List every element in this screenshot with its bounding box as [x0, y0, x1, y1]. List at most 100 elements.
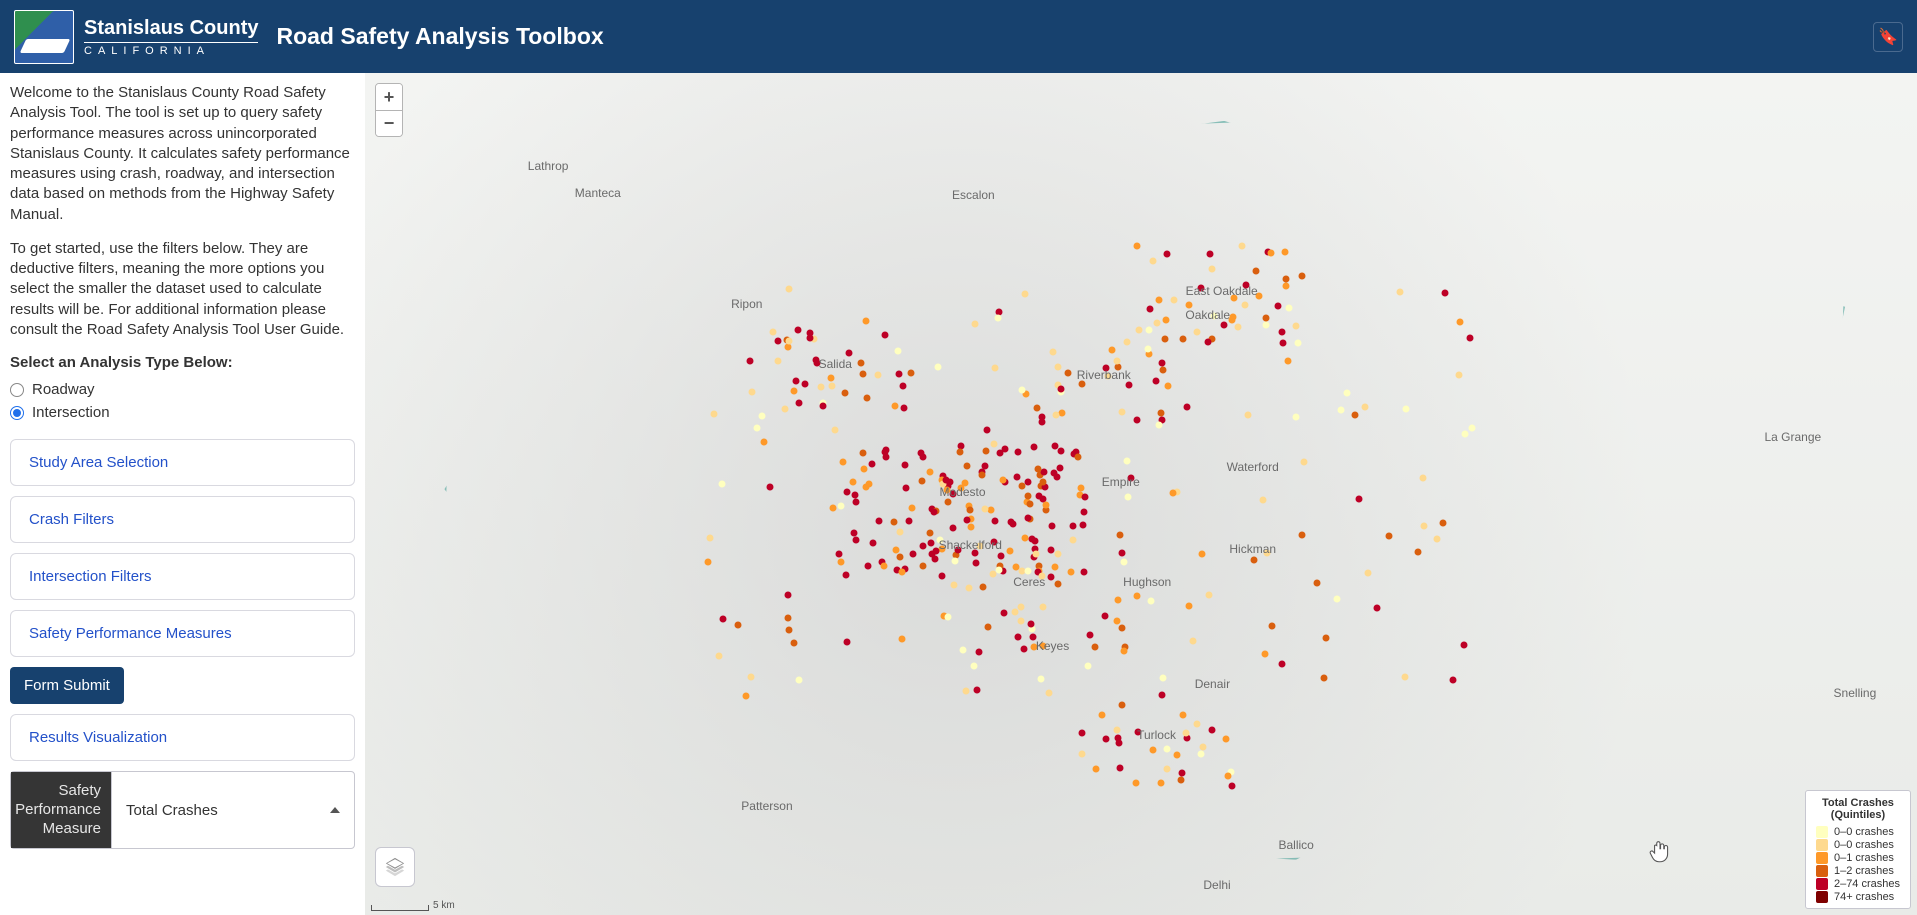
crash-dot[interactable]: [749, 389, 756, 396]
crash-dot[interactable]: [844, 639, 851, 646]
crash-dot[interactable]: [720, 615, 727, 622]
crash-dot[interactable]: [801, 381, 808, 388]
crash-dot[interactable]: [1343, 390, 1350, 397]
crash-dot[interactable]: [1163, 317, 1170, 324]
crash-dot[interactable]: [862, 318, 869, 325]
crash-dot[interactable]: [1027, 501, 1034, 508]
crash-dot[interactable]: [1116, 764, 1123, 771]
crash-dot[interactable]: [898, 636, 905, 643]
crash-dot[interactable]: [1150, 257, 1157, 264]
crash-dot[interactable]: [1242, 301, 1249, 308]
crash-dot[interactable]: [1229, 783, 1236, 790]
crash-dot[interactable]: [1065, 370, 1072, 377]
crash-dot[interactable]: [1133, 780, 1140, 787]
crash-dot[interactable]: [869, 540, 876, 547]
crash-dot[interactable]: [927, 529, 934, 536]
crash-dot[interactable]: [1149, 747, 1156, 754]
crash-dot[interactable]: [753, 424, 760, 431]
crash-dot[interactable]: [994, 315, 1001, 322]
crash-dot[interactable]: [1155, 296, 1162, 303]
crash-dot[interactable]: [1163, 765, 1170, 772]
crash-dot[interactable]: [893, 546, 900, 553]
crash-dot[interactable]: [1209, 265, 1216, 272]
crash-dot[interactable]: [967, 506, 974, 513]
crash-dot[interactable]: [950, 525, 957, 532]
crash-dot[interactable]: [1069, 522, 1076, 529]
crash-dot[interactable]: [1018, 483, 1025, 490]
crash-dot[interactable]: [1133, 592, 1140, 599]
crash-dot[interactable]: [1189, 638, 1196, 645]
crash-dot[interactable]: [1057, 465, 1064, 472]
accordion-results-viz[interactable]: Results Visualization: [10, 714, 355, 761]
crash-dot[interactable]: [1163, 250, 1170, 257]
crash-dot[interactable]: [747, 673, 754, 680]
crash-dot[interactable]: [1051, 470, 1058, 477]
crash-dot[interactable]: [990, 441, 997, 448]
crash-dot[interactable]: [1199, 551, 1206, 558]
crash-dot[interactable]: [1102, 612, 1109, 619]
crash-dot[interactable]: [767, 483, 774, 490]
crash-dot[interactable]: [785, 286, 792, 293]
crash-dot[interactable]: [1027, 621, 1034, 628]
crash-dot[interactable]: [1022, 534, 1029, 541]
crash-dot[interactable]: [1205, 591, 1212, 598]
crash-dot[interactable]: [1038, 675, 1045, 682]
crash-dot[interactable]: [1261, 651, 1268, 658]
crash-dot[interactable]: [1251, 557, 1258, 564]
crash-dot[interactable]: [1184, 403, 1191, 410]
crash-dot[interactable]: [1051, 563, 1058, 570]
crash-dot[interactable]: [1081, 493, 1088, 500]
crash-dot[interactable]: [1113, 618, 1120, 625]
crash-dot[interactable]: [838, 503, 845, 510]
crash-dot[interactable]: [1078, 750, 1085, 757]
crash-dot[interactable]: [1259, 496, 1266, 503]
crash-dot[interactable]: [1396, 288, 1403, 295]
crash-dot[interactable]: [1158, 691, 1165, 698]
crash-dot[interactable]: [1054, 580, 1061, 587]
crash-dot[interactable]: [1080, 522, 1087, 529]
crash-dot[interactable]: [1119, 550, 1126, 557]
crash-dot[interactable]: [1119, 701, 1126, 708]
crash-dot[interactable]: [1085, 662, 1092, 669]
crash-dot[interactable]: [962, 687, 969, 694]
crash-dot[interactable]: [1125, 494, 1132, 501]
crash-dot[interactable]: [1118, 409, 1125, 416]
crash-dot[interactable]: [902, 484, 909, 491]
crash-dot[interactable]: [1420, 522, 1427, 529]
crash-dot[interactable]: [1018, 604, 1025, 611]
crash-dot[interactable]: [1263, 321, 1270, 328]
crash-dot[interactable]: [1174, 751, 1181, 758]
crash-dot[interactable]: [1224, 772, 1231, 779]
crash-dot[interactable]: [901, 461, 908, 468]
crash-dot[interactable]: [1012, 563, 1019, 570]
crash-dot[interactable]: [1020, 646, 1027, 653]
crash-dot[interactable]: [1092, 765, 1099, 772]
crash-dot[interactable]: [852, 499, 859, 506]
crash-dot[interactable]: [1052, 443, 1059, 450]
crash-dot[interactable]: [1048, 523, 1055, 530]
crash-dot[interactable]: [1434, 535, 1441, 542]
crash-dot[interactable]: [1134, 417, 1141, 424]
crash-dot[interactable]: [930, 508, 937, 515]
crash-dot[interactable]: [896, 553, 903, 560]
crash-dot[interactable]: [1055, 550, 1062, 557]
crash-dot[interactable]: [1282, 248, 1289, 255]
crash-dot[interactable]: [775, 337, 782, 344]
crash-dot[interactable]: [743, 693, 750, 700]
crash-dot[interactable]: [892, 403, 899, 410]
crash-dot[interactable]: [1403, 406, 1410, 413]
crash-dot[interactable]: [1039, 479, 1046, 486]
crash-dot[interactable]: [1013, 474, 1020, 481]
crash-dot[interactable]: [851, 491, 858, 498]
crash-dot[interactable]: [1338, 407, 1345, 414]
crash-dot[interactable]: [1121, 559, 1128, 566]
radio-roadway[interactable]: Roadway: [10, 381, 355, 398]
crash-dot[interactable]: [795, 676, 802, 683]
crash-dot[interactable]: [1323, 634, 1330, 641]
crash-dot[interactable]: [1109, 346, 1116, 353]
crash-dot[interactable]: [1274, 302, 1281, 309]
crash-dot[interactable]: [1268, 250, 1275, 257]
crash-dot[interactable]: [1178, 777, 1185, 784]
crash-dot[interactable]: [785, 614, 792, 621]
crash-dot[interactable]: [1365, 570, 1372, 577]
